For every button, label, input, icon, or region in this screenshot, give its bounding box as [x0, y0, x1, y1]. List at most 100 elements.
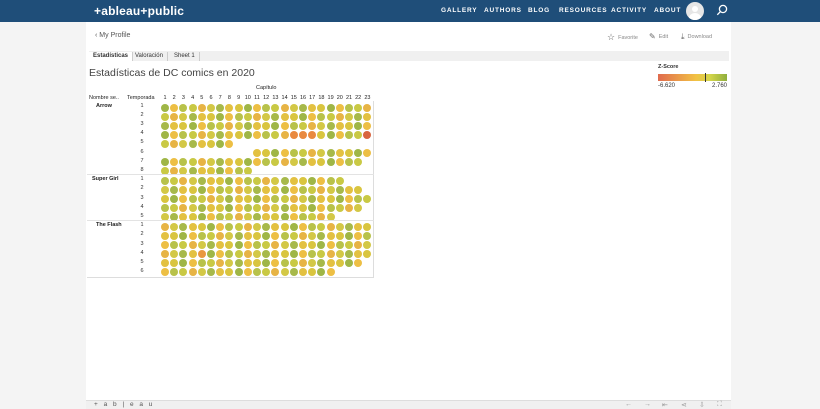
episode-dot[interactable] [317, 130, 326, 139]
episode-dot[interactable] [161, 195, 169, 203]
nav-about[interactable]: ABOUT [654, 7, 682, 14]
episode-dot[interactable] [225, 259, 234, 268]
episode-dot[interactable] [262, 130, 271, 139]
episode-dot[interactable] [345, 195, 353, 203]
revert-icon[interactable]: ⇤ [662, 402, 668, 409]
nav-authors[interactable]: AUTHORS [484, 7, 522, 14]
episode-dot[interactable] [308, 231, 317, 240]
episode-dot[interactable] [253, 259, 261, 268]
episode-dot[interactable] [326, 204, 335, 213]
episode-dot[interactable] [317, 103, 326, 112]
episode-dot[interactable] [161, 250, 169, 259]
episode-dot[interactable] [299, 149, 307, 157]
episode-dot[interactable] [170, 222, 179, 231]
episode-dot[interactable] [308, 103, 317, 112]
episode-dot[interactable] [308, 121, 317, 130]
episode-dot[interactable] [243, 259, 252, 268]
episode-dot[interactable] [225, 158, 234, 167]
episode-dot[interactable] [271, 195, 280, 203]
episode-dot[interactable] [354, 259, 363, 268]
episode-dot[interactable] [299, 112, 307, 121]
episode-dot[interactable] [197, 213, 206, 222]
episode-dot[interactable] [308, 158, 317, 167]
episode-dot[interactable] [280, 268, 289, 277]
episode-dot[interactable] [216, 130, 225, 139]
episode-dot[interactable] [326, 121, 335, 130]
episode-dot[interactable] [197, 176, 206, 185]
tableau-footer-logo[interactable]: + a b | e a u [94, 401, 155, 408]
episode-dot[interactable] [363, 222, 372, 231]
episode-dot[interactable] [179, 158, 188, 167]
episode-dot[interactable] [354, 112, 363, 121]
episode-dot[interactable] [317, 259, 326, 268]
episode-dot[interactable] [345, 250, 353, 259]
episode-dot[interactable] [271, 259, 280, 268]
episode-dot[interactable] [207, 241, 215, 249]
episode-dot[interactable] [262, 176, 271, 185]
episode-dot[interactable] [280, 213, 289, 222]
episode-dot[interactable] [243, 185, 252, 194]
episode-dot[interactable] [225, 231, 234, 240]
episode-dot[interactable] [207, 167, 215, 176]
search-icon[interactable] [716, 4, 728, 16]
episode-dot[interactable] [161, 204, 169, 213]
episode-dot[interactable] [335, 195, 344, 203]
episode-dot[interactable] [262, 204, 271, 213]
episode-dot[interactable] [280, 112, 289, 121]
episode-dot[interactable] [317, 231, 326, 240]
episode-dot[interactable] [262, 268, 271, 277]
episode-dot[interactable] [170, 195, 179, 203]
episode-dot[interactable] [335, 149, 344, 157]
episode-dot[interactable] [207, 195, 215, 203]
episode-dot[interactable] [243, 103, 252, 112]
episode-dot[interactable] [197, 130, 206, 139]
episode-dot[interactable] [308, 241, 317, 249]
episode-dot[interactable] [234, 130, 243, 139]
episode-dot[interactable] [299, 250, 307, 259]
episode-dot[interactable] [271, 121, 280, 130]
episode-dot[interactable] [188, 213, 197, 222]
episode-dot[interactable] [280, 158, 289, 167]
redo-icon[interactable]: → [644, 401, 651, 408]
episode-dot[interactable] [345, 149, 353, 157]
episode-dot[interactable] [289, 250, 298, 259]
episode-dot[interactable] [363, 241, 372, 249]
episode-dot[interactable] [308, 222, 317, 231]
episode-dot[interactable] [280, 130, 289, 139]
episode-dot[interactable] [225, 213, 234, 222]
episode-dot[interactable] [207, 112, 215, 121]
undo-icon[interactable]: ← [625, 401, 632, 408]
episode-dot[interactable] [234, 241, 243, 249]
episode-dot[interactable] [280, 176, 289, 185]
episode-dot[interactable] [289, 195, 298, 203]
episode-dot[interactable] [253, 213, 261, 222]
episode-dot[interactable] [161, 103, 169, 112]
episode-dot[interactable] [170, 167, 179, 176]
episode-dot[interactable] [363, 149, 372, 157]
episode-dot[interactable] [161, 158, 169, 167]
episode-dot[interactable] [345, 259, 353, 268]
episode-dot[interactable] [216, 176, 225, 185]
episode-dot[interactable] [335, 185, 344, 194]
episode-dot[interactable] [216, 121, 225, 130]
episode-dot[interactable] [188, 268, 197, 277]
episode-dot[interactable] [188, 121, 197, 130]
episode-dot[interactable] [345, 185, 353, 194]
episode-dot[interactable] [363, 121, 372, 130]
episode-dot[interactable] [280, 185, 289, 194]
episode-dot[interactable] [161, 121, 169, 130]
episode-dot[interactable] [308, 130, 317, 139]
episode-dot[interactable] [271, 241, 280, 249]
download-button[interactable]: ⤓ Download [681, 32, 712, 42]
episode-dot[interactable] [225, 222, 234, 231]
episode-dot[interactable] [216, 241, 225, 249]
episode-dot[interactable] [170, 185, 179, 194]
episode-dot[interactable] [299, 130, 307, 139]
episode-dot[interactable] [262, 250, 271, 259]
nav-gallery[interactable]: GALLERY [441, 7, 478, 14]
episode-dot[interactable] [299, 268, 307, 277]
episode-dot[interactable] [271, 250, 280, 259]
episode-dot[interactable] [271, 185, 280, 194]
episode-dot[interactable] [179, 112, 188, 121]
episode-dot[interactable] [243, 241, 252, 249]
